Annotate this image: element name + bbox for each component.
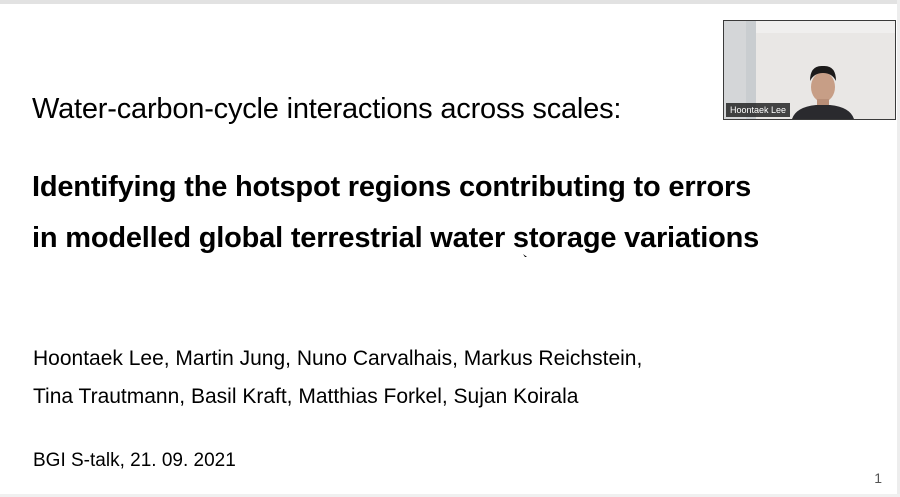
slide-title-line-2: in modelled global terrestrial water sto…: [32, 222, 760, 254]
webcam-feed: [724, 21, 895, 119]
slide-right-edge: [897, 0, 900, 497]
slide-title-line-1: Identifying the hotspot regions contribu…: [32, 171, 752, 203]
participant-video-tile[interactable]: Hoontaek Lee: [723, 20, 896, 120]
top-bar: [0, 0, 900, 4]
participant-name-tag: Hoontaek Lee: [726, 103, 791, 117]
event-date: BGI S-talk, 21. 09. 2021: [33, 450, 236, 471]
slide-bottom-edge: [0, 494, 900, 497]
mouse-cursor-icon: [523, 254, 527, 257]
slide-page-number: 1: [874, 470, 882, 486]
authors-line-2: Tina Trautmann, Basil Kraft, Matthias Fo…: [33, 385, 579, 408]
authors-line-1: Hoontaek Lee, Martin Jung, Nuno Carvalha…: [33, 347, 643, 370]
slide-subtitle: Water-carbon-cycle interactions across s…: [32, 93, 622, 125]
